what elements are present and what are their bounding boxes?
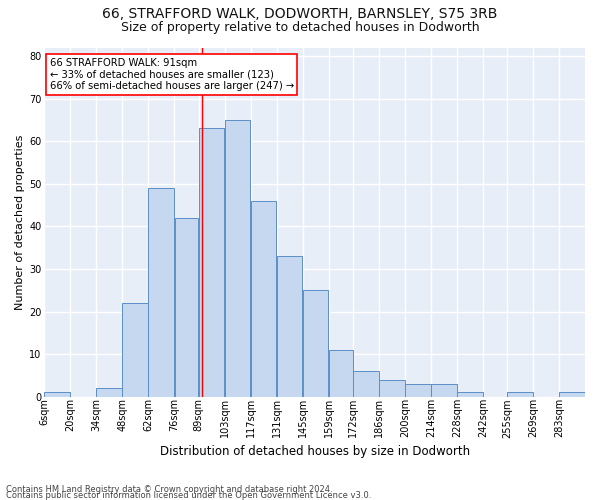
Bar: [329, 350, 353, 397]
Bar: [224, 120, 250, 396]
Bar: [175, 218, 199, 396]
Text: Contains public sector information licensed under the Open Government Licence v3: Contains public sector information licen…: [6, 491, 371, 500]
Bar: [431, 384, 457, 396]
Text: 66 STRAFFORD WALK: 91sqm
← 33% of detached houses are smaller (123)
66% of semi-: 66 STRAFFORD WALK: 91sqm ← 33% of detach…: [50, 58, 294, 91]
Bar: [457, 392, 482, 396]
X-axis label: Distribution of detached houses by size in Dodworth: Distribution of detached houses by size …: [160, 444, 470, 458]
Bar: [251, 201, 277, 396]
Bar: [353, 371, 379, 396]
Bar: [507, 392, 533, 396]
Bar: [277, 256, 302, 396]
Bar: [199, 128, 224, 396]
Bar: [44, 392, 70, 396]
Bar: [148, 188, 174, 396]
Bar: [405, 384, 431, 396]
Bar: [97, 388, 122, 396]
Text: Size of property relative to detached houses in Dodworth: Size of property relative to detached ho…: [121, 21, 479, 34]
Bar: [303, 290, 328, 397]
Bar: [379, 380, 404, 396]
Bar: [559, 392, 585, 396]
Text: Contains HM Land Registry data © Crown copyright and database right 2024.: Contains HM Land Registry data © Crown c…: [6, 485, 332, 494]
Text: 66, STRAFFORD WALK, DODWORTH, BARNSLEY, S75 3RB: 66, STRAFFORD WALK, DODWORTH, BARNSLEY, …: [103, 8, 497, 22]
Bar: [122, 303, 148, 396]
Y-axis label: Number of detached properties: Number of detached properties: [15, 134, 25, 310]
